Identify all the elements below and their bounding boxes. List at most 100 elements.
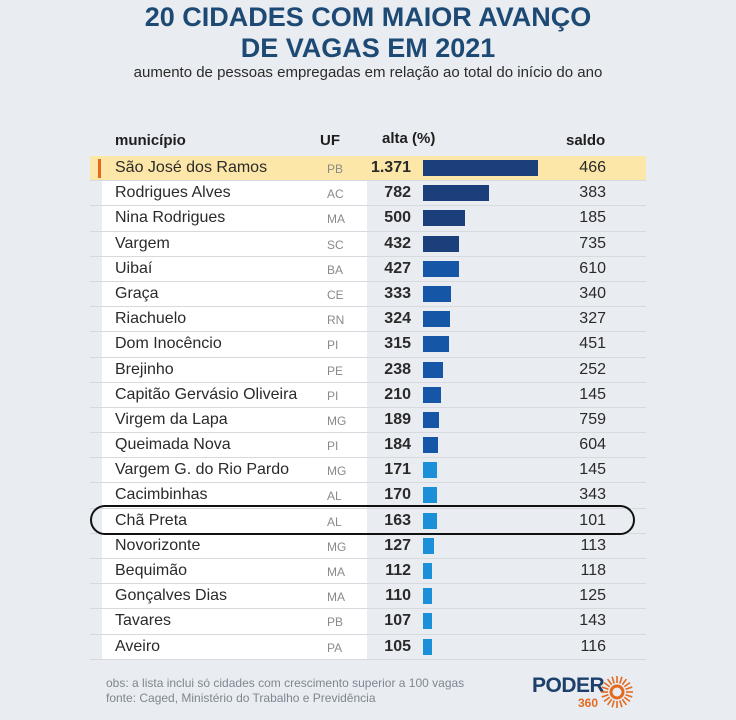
alta-value-label: 170 <box>384 486 411 504</box>
saldo-cell: 125 <box>579 587 606 605</box>
saldo-cell: 383 <box>579 184 606 202</box>
bar-alta <box>423 160 538 176</box>
bar-alta <box>423 512 437 529</box>
table-row: Dom Inocêncio PI 315 451 <box>90 332 646 358</box>
chart-title-line-1: 20 CIDADES COM MAIOR AVANÇO <box>144 2 592 32</box>
alta-value-label: 238 <box>384 360 411 378</box>
uf-cell: MG <box>327 539 347 554</box>
name-cell-background <box>102 357 367 382</box>
uf-cell: PE <box>327 363 344 378</box>
saldo-cell: 604 <box>579 436 606 454</box>
table-row: São José dos Ramos PB 1.371 466 <box>90 156 646 182</box>
municipio-cell: Cacimbinhas <box>115 486 208 504</box>
uf-cell: SC <box>327 237 344 252</box>
municipio-cell: São José dos Ramos <box>115 159 268 176</box>
column-header-uf: UF <box>320 132 340 149</box>
saldo-cell: 118 <box>580 562 606 579</box>
name-cell-background <box>102 281 367 307</box>
bar-alta <box>423 588 433 605</box>
uf-cell: PI <box>327 338 339 353</box>
alta-value-label: 324 <box>384 310 411 328</box>
alta-value-label: 163 <box>384 511 411 529</box>
note-obs: obs: a lista inclui só cidades com cresc… <box>106 676 465 690</box>
column-header-saldo: saldo <box>566 132 606 149</box>
sunburst-ray <box>603 681 611 688</box>
name-cell-background <box>102 231 367 256</box>
column-header-municipio: município <box>115 132 186 149</box>
sunburst-ray <box>601 694 609 698</box>
uf-cell: AL <box>327 514 342 529</box>
saldo-cell: 145 <box>579 385 606 403</box>
sunburst-ray <box>619 700 623 708</box>
name-cell-background <box>102 256 367 281</box>
sunburst-ray <box>621 678 628 686</box>
alta-value-label: 184 <box>384 436 411 454</box>
municipio-cell: Dom Inocêncio <box>115 335 222 353</box>
municipio-cell: Nina Rodrigues <box>115 209 226 227</box>
table-row: Rodrigues Alves AC 782 383 <box>90 181 646 207</box>
uf-cell: PI <box>327 388 339 403</box>
bar-alta <box>423 537 434 554</box>
bar-alta <box>423 638 432 655</box>
table-row: Chã Preta AL 163 101 <box>90 508 646 534</box>
saldo-cell: 113 <box>580 536 606 554</box>
logo-text: PODER <box>532 674 605 697</box>
table-row: Gonçalves Dias MA 110 125 <box>90 584 646 610</box>
saldo-cell: 343 <box>579 486 606 504</box>
alta-value-label: 782 <box>384 184 411 202</box>
bar-alta <box>423 235 460 252</box>
uf-cell: PB <box>327 162 344 176</box>
uf-cell: PI <box>327 439 339 454</box>
municipio-cell: Riachuelo <box>115 310 187 328</box>
table-row: Cacimbinhas AL 170 343 <box>90 483 646 509</box>
bar-alta <box>423 437 439 454</box>
table-row: Tavares PB 107 143 <box>90 609 646 635</box>
uf-cell: CE <box>327 287 344 302</box>
column-header-alta: alta (%) <box>382 130 436 147</box>
table-row: Queimada Nova PI 184 604 <box>90 433 646 459</box>
municipio-cell: Vargem G. do Rio Pardo <box>115 461 290 479</box>
sunburst-ray <box>623 681 631 688</box>
municipio-cell: Virgem da Lapa <box>115 410 228 428</box>
alta-value-label: 1.371 <box>370 159 411 176</box>
alta-value-label: 107 <box>384 612 411 630</box>
municipio-cell: Rodrigues Alves <box>115 184 231 202</box>
sunburst-ray <box>601 686 609 690</box>
sunburst-ray <box>611 700 615 708</box>
name-cell-background <box>102 382 367 407</box>
name-cell-background <box>102 433 367 458</box>
table-row: Vargem G. do Rio Pardo MG 171 145 <box>90 458 646 484</box>
name-cell-background <box>102 508 367 533</box>
name-cell-background <box>102 458 367 483</box>
table-row: Virgem da Lapa MG 189 759 <box>90 407 646 434</box>
saldo-cell: 185 <box>579 209 606 227</box>
name-cell-background <box>102 584 367 609</box>
name-cell-background <box>102 332 367 357</box>
chart-subtitle: aumento de pessoas empregadas em relação… <box>133 64 603 81</box>
bar-alta <box>423 411 439 428</box>
bar-alta <box>423 336 450 353</box>
table-row: Nina Rodrigues MA 500 185 <box>90 206 646 232</box>
bar-alta <box>423 210 465 227</box>
municipio-cell: Brejinho <box>115 360 174 378</box>
table-row: Uibaí BA 427 610 <box>90 256 646 282</box>
poder360-logo: PODER 360 <box>532 672 642 712</box>
bar-alta <box>423 613 432 630</box>
data-table: São José dos Ramos PB 1.371 466 Rodrigues Al… <box>90 156 646 660</box>
uf-cell: MA <box>327 212 345 227</box>
bar-alta <box>423 563 433 579</box>
saldo-cell: 735 <box>579 234 606 252</box>
table-row: Novorizonte MG 127 113 <box>90 533 646 559</box>
sunburst-ray <box>606 678 613 686</box>
uf-cell: PA <box>327 640 343 655</box>
municipio-cell: Capitão Gervásio Oliveira <box>115 385 298 403</box>
bar-alta <box>423 462 438 479</box>
alta-value-label: 210 <box>384 385 411 403</box>
municipio-cell: Aveiro <box>115 637 161 655</box>
bar-alta <box>423 487 438 504</box>
alta-value-label: 112 <box>385 562 411 579</box>
municipio-cell: Novorizonte <box>115 536 201 554</box>
bar-alta <box>423 185 489 202</box>
bar-alta <box>423 285 451 302</box>
table-row: Riachuelo RN 324 327 <box>90 307 646 333</box>
